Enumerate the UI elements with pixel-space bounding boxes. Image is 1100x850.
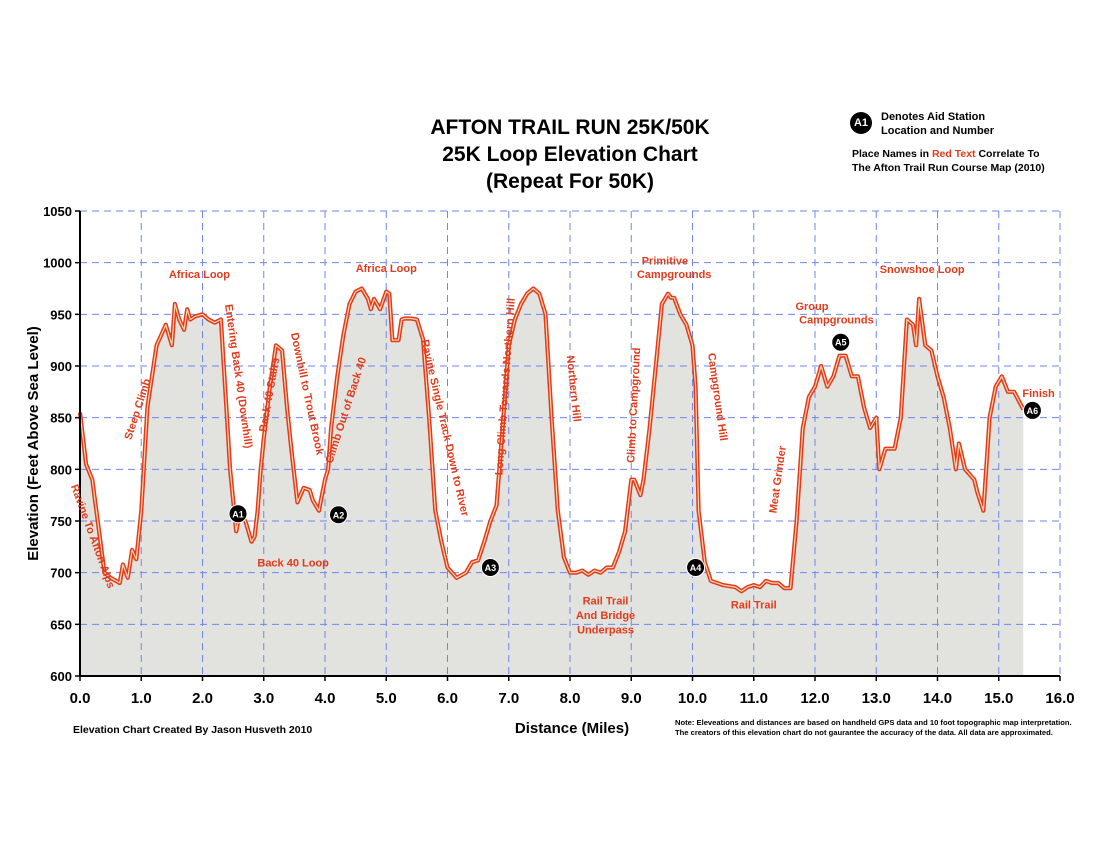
aid-station-label: A6: [1027, 406, 1039, 416]
disclaimer-line-1: Note: Eleveations and distances are base…: [675, 718, 1072, 727]
aid-station-label: A4: [690, 563, 702, 573]
place-name-annotation: Campgrounds: [637, 269, 712, 281]
x-tick-label: 13.0: [862, 690, 891, 707]
aid-station-label: A1: [232, 509, 244, 519]
x-tick-label: 11.0: [740, 690, 768, 707]
place-names-note: Place Names in Red Text Correlate To The…: [852, 147, 1092, 175]
place-name-annotation: Back 40 Loop: [257, 557, 329, 569]
place-note-suffix: Correlate To: [975, 148, 1040, 160]
y-tick-label: 700: [50, 566, 72, 581]
chart-title-line-3: (Repeat For 50K): [485, 170, 655, 193]
disclaimer-line-2: The creators of this elevation chart do …: [675, 727, 1053, 737]
x-tick-label: 0.0: [70, 690, 91, 707]
chart-title-line-1: AFTON TRAIL RUN 25K/50K: [430, 116, 710, 139]
x-tick-label: 5.0: [376, 690, 397, 707]
place-name-annotation: Africa Loop: [356, 263, 417, 275]
place-name-annotation: Rail Trail: [583, 596, 629, 608]
place-name-annotation: Group: [795, 301, 828, 313]
place-name-annotation: Snowshoe Loop: [880, 264, 965, 276]
place-name-annotation: Africa Loop: [169, 269, 230, 281]
aid-station-marker: [228, 504, 248, 524]
place-note-line-1: Place Names in Red Text Correlate To: [852, 147, 1092, 161]
aid-station-label: A2: [333, 510, 345, 520]
aid-station-badge-icon: A1: [850, 112, 872, 134]
chart-credit: Elevation Chart Created By Jason Husveth…: [73, 724, 313, 736]
place-name-annotation: And Bridge: [576, 610, 635, 622]
x-tick-label: 2.0: [192, 690, 213, 707]
legend-line-2: Location and Number: [881, 125, 995, 137]
x-tick-label: 15.0: [984, 690, 1013, 707]
y-tick-label: 1000: [43, 256, 72, 271]
x-tick-label: 1.0: [131, 690, 152, 707]
y-tick-label: 650: [50, 617, 72, 632]
aid-station-marker: [1022, 400, 1042, 420]
y-tick-label: 900: [50, 359, 72, 374]
x-tick-label: 14.0: [923, 690, 952, 707]
place-name-annotation: Rail Trail: [731, 600, 777, 612]
aid-station-marker: [480, 558, 500, 577]
aid-station-label: A5: [835, 338, 847, 348]
y-axis-label: Elevation (Feet Above Sea Level): [25, 326, 42, 561]
legend-line-1: Denotes Aid Station: [881, 111, 986, 123]
aid-station-marker: [328, 505, 348, 525]
place-note-red-text: Red Text: [931, 148, 976, 160]
chart-title-line-2: 25K Loop Elevation Chart: [442, 143, 698, 166]
place-name-annotation: Primitive: [642, 256, 688, 268]
y-tick-label: 750: [50, 514, 72, 529]
x-tick-label: 4.0: [315, 690, 336, 707]
x-tick-label: 12.0: [800, 690, 829, 707]
y-tick-label: 950: [50, 307, 72, 322]
y-tick-label: 600: [50, 669, 72, 684]
y-tick-label: 800: [50, 462, 72, 477]
x-tick-label: 6.0: [437, 690, 458, 707]
x-tick-label: 8.0: [560, 690, 581, 707]
y-tick-label: 1050: [43, 204, 72, 219]
aid-station-marker: [831, 332, 851, 352]
place-name-annotation: Finish: [1022, 388, 1055, 400]
aid-station-marker: [686, 558, 706, 577]
place-note-prefix: Place Names in: [852, 148, 932, 160]
aid-station-label: A3: [485, 563, 497, 573]
data-disclaimer: Note: Eleveations and distances are base…: [675, 718, 1095, 737]
x-tick-label: 10.0: [678, 690, 707, 707]
elevation-fill: [80, 288, 1024, 676]
y-tick-label: 850: [50, 411, 72, 426]
x-axis-label: Distance (Miles): [515, 720, 629, 737]
x-tick-label: 16.0: [1045, 690, 1074, 707]
x-tick-label: 9.0: [621, 690, 642, 707]
elevation-line-highlight: [79, 287, 1024, 592]
x-tick-label: 7.0: [498, 690, 519, 707]
x-tick-label: 3.0: [253, 690, 274, 707]
place-note-line-2: The Afton Trail Run Course Map (2010): [852, 162, 1045, 174]
place-name-annotation: Campgrounds: [799, 314, 874, 326]
place-name-annotation: Underpass: [577, 624, 634, 636]
aid-station-legend-text: Denotes Aid Station Location and Number: [881, 110, 1081, 138]
